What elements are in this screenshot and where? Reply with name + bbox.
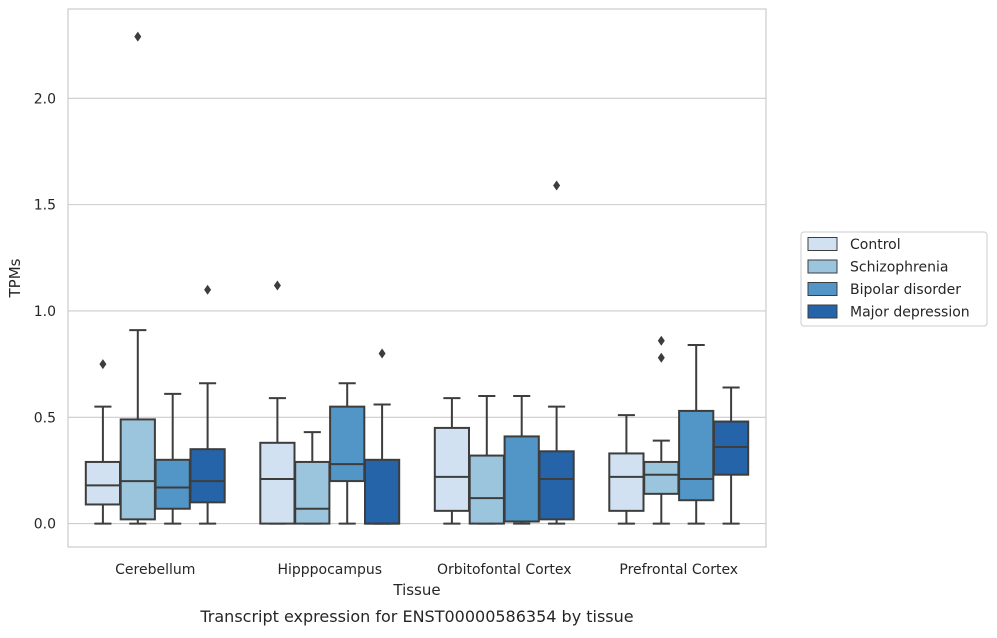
- box: [84, 460, 122, 506]
- y-tick-label: 1.5: [34, 198, 56, 214]
- legend-swatch: [807, 282, 838, 296]
- x-tick-label: Orbitofontal Cortex: [437, 562, 572, 578]
- box: [433, 426, 471, 512]
- box: [712, 420, 750, 476]
- x-axis-ticks: Cerebellum Hipppocampus Orbitofontal Corte…: [115, 562, 738, 578]
- gridlines: [68, 97, 766, 525]
- boxes: [84, 31, 750, 525]
- box: [294, 460, 331, 525]
- box: [363, 458, 401, 525]
- y-axis-label: TPMs: [6, 258, 24, 298]
- box: [154, 458, 191, 510]
- outlier-point: [553, 180, 561, 191]
- box: [329, 405, 366, 483]
- legend-swatch: [807, 259, 838, 274]
- box-group: [538, 180, 575, 525]
- outlier-point: [273, 280, 281, 291]
- box: [259, 441, 296, 525]
- legend-frame: [800, 231, 988, 327]
- x-tick-label: Hipppocampus: [277, 562, 382, 578]
- box: [189, 448, 226, 504]
- box-group: [329, 382, 366, 525]
- box-group: [119, 31, 156, 525]
- box: [468, 454, 505, 525]
- outlier-point: [657, 335, 665, 346]
- x-tick-label: Prefrontal Cortex: [619, 562, 738, 578]
- legend-swatch: [807, 237, 838, 251]
- box-group: [363, 348, 401, 525]
- legend-label: Control: [850, 237, 901, 253]
- legend-label: Bipolar disorder: [850, 282, 961, 298]
- box: [119, 418, 156, 521]
- box-group: [712, 386, 750, 525]
- outlier-point: [378, 348, 386, 359]
- outlier-point: [99, 359, 107, 370]
- box-group: [259, 280, 296, 525]
- outlier-point: [204, 284, 212, 295]
- box: [538, 450, 575, 521]
- box-group: [503, 395, 540, 525]
- y-axis-ticks: 0.0 0.5 1.0 1.5 2.0: [34, 91, 56, 532]
- box-group: [608, 414, 645, 525]
- box: [643, 460, 680, 495]
- plot-frame: [67, 8, 767, 548]
- y-tick-label: 0.5: [34, 410, 56, 426]
- outlier-point: [657, 352, 665, 363]
- box: [503, 435, 540, 523]
- legend-swatch: [807, 304, 838, 319]
- box-group: [294, 431, 331, 525]
- legend-label: Major depression: [850, 305, 970, 321]
- x-axis-label: Tissue: [392, 581, 440, 599]
- box: [608, 452, 645, 512]
- outlier-point: [134, 31, 142, 42]
- legend-label: Schizophrenia: [850, 260, 948, 276]
- x-tick-label: Cerebellum: [115, 562, 195, 578]
- box: [678, 409, 715, 502]
- y-tick-label: 1.0: [34, 304, 56, 320]
- box-group: [189, 284, 226, 525]
- box-group: [84, 359, 122, 525]
- box-group: [643, 335, 680, 525]
- y-tick-label: 2.0: [34, 91, 56, 107]
- y-tick-label: 0.0: [34, 517, 56, 533]
- chart-title: Transcript expression for ENST0000058635…: [199, 607, 633, 626]
- box-group: [468, 395, 505, 525]
- legend: Control Schizophrenia Bipolar disorder Majo…: [800, 231, 988, 327]
